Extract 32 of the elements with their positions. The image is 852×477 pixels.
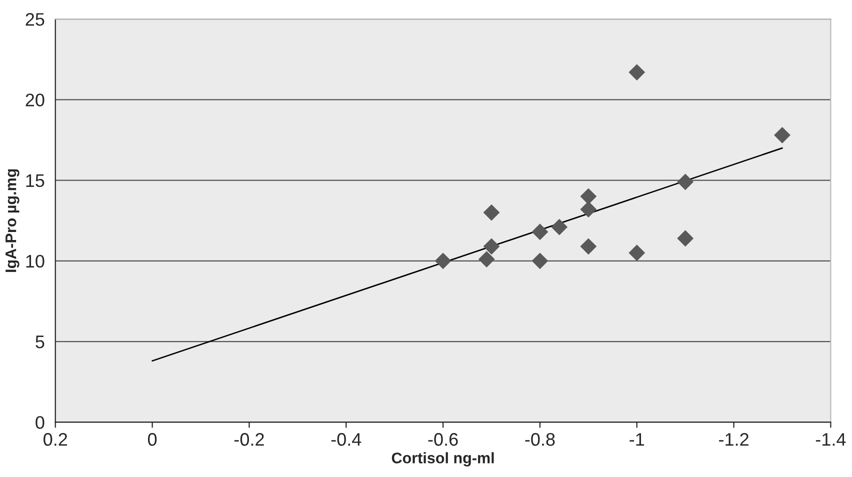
y-tick-label: 20 bbox=[26, 94, 44, 106]
point bbox=[580, 238, 597, 255]
x-tick-label: -0.8 bbox=[525, 433, 555, 446]
point bbox=[434, 252, 452, 270]
x-axis-title: Cortisol ng-ml bbox=[392, 452, 494, 466]
point bbox=[478, 251, 495, 268]
y-axis-title: IgA-Pro µg.mg bbox=[6, 169, 20, 272]
point bbox=[551, 218, 568, 236]
point bbox=[677, 174, 694, 190]
x-tick-label: -1 bbox=[630, 433, 644, 446]
point bbox=[483, 204, 500, 221]
point bbox=[532, 252, 548, 270]
point bbox=[532, 224, 548, 240]
x-tick-label: -0.6 bbox=[428, 433, 458, 446]
point bbox=[677, 230, 694, 247]
x-tick-label: -0.2 bbox=[234, 433, 264, 446]
y-tick-label: 5 bbox=[36, 336, 44, 348]
point bbox=[774, 126, 790, 144]
point bbox=[628, 64, 646, 80]
x-tick-label: 0 bbox=[148, 433, 157, 446]
point bbox=[483, 238, 500, 255]
y-tick-label: 25 bbox=[26, 13, 44, 26]
point bbox=[580, 188, 597, 205]
x-tick-label: -0.4 bbox=[331, 433, 362, 446]
y-tick-label: 15 bbox=[26, 174, 44, 188]
y-tick-label: 0 bbox=[36, 416, 44, 429]
x-tick-label: -1.2 bbox=[719, 433, 748, 446]
point bbox=[628, 244, 646, 262]
point bbox=[580, 201, 597, 218]
x-tick-label: 0.2 bbox=[44, 433, 68, 446]
x-tick-label: -1.4 bbox=[816, 433, 846, 446]
y-tick-label: 10 bbox=[26, 254, 44, 268]
